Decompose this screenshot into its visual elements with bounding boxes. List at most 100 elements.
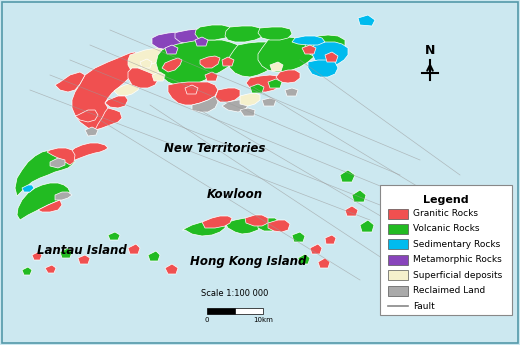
Polygon shape [292,232,305,242]
Polygon shape [128,68,158,88]
Polygon shape [262,98,276,106]
Text: Fault: Fault [413,302,435,310]
Text: N: N [425,44,435,57]
Polygon shape [240,93,260,106]
Polygon shape [152,32,198,50]
Polygon shape [298,254,310,264]
Polygon shape [78,255,90,264]
Polygon shape [200,56,220,68]
Polygon shape [225,26,265,42]
Polygon shape [47,148,75,165]
Bar [388,286,408,296]
Polygon shape [156,40,242,86]
Text: 0: 0 [205,317,209,323]
Polygon shape [192,96,218,112]
Text: Granitic Rocks: Granitic Rocks [413,209,478,218]
Polygon shape [85,127,98,136]
Polygon shape [302,45,316,54]
Polygon shape [185,85,198,94]
Polygon shape [15,150,75,196]
Text: 10km: 10km [253,317,273,323]
Polygon shape [55,192,72,200]
Polygon shape [285,88,298,96]
Polygon shape [152,72,165,81]
Polygon shape [22,185,34,192]
Text: Legend: Legend [423,195,469,205]
Polygon shape [72,52,140,130]
Polygon shape [308,60,338,77]
Polygon shape [268,79,282,88]
Polygon shape [215,88,240,102]
Polygon shape [50,158,65,168]
Polygon shape [240,108,255,116]
Text: Superficial deposits: Superficial deposits [413,271,502,280]
Polygon shape [222,100,248,112]
Polygon shape [128,244,140,254]
Polygon shape [258,218,280,231]
Polygon shape [310,244,322,254]
Bar [388,224,408,234]
Polygon shape [148,251,160,261]
Text: Sedimentary Rocks: Sedimentary Rocks [413,240,500,249]
Polygon shape [182,220,225,236]
Polygon shape [250,84,264,93]
Polygon shape [70,143,108,162]
Polygon shape [358,15,375,26]
Polygon shape [195,25,235,40]
Bar [388,239,408,249]
Polygon shape [95,108,122,130]
Polygon shape [195,37,208,46]
Polygon shape [245,215,268,226]
Polygon shape [222,57,234,66]
Polygon shape [55,72,85,92]
Text: Volcanic Rocks: Volcanic Rocks [413,224,479,234]
Bar [207,308,235,314]
Polygon shape [108,232,120,240]
Polygon shape [45,265,56,273]
Text: Scale 1:100 000: Scale 1:100 000 [201,289,269,298]
Polygon shape [205,72,218,81]
Polygon shape [17,183,70,220]
Polygon shape [162,58,182,72]
Polygon shape [168,82,218,105]
Bar [380,185,512,315]
Polygon shape [165,45,178,54]
Polygon shape [268,220,290,232]
Polygon shape [114,82,140,96]
Polygon shape [22,267,32,275]
Polygon shape [225,218,260,234]
Bar [388,255,408,265]
Polygon shape [305,35,345,58]
Polygon shape [134,62,168,80]
Text: New Territories: New Territories [164,141,266,155]
Polygon shape [228,42,288,77]
Polygon shape [128,47,178,75]
Polygon shape [105,96,128,108]
Polygon shape [38,200,62,212]
Polygon shape [246,75,282,92]
Text: Lantau Island: Lantau Island [37,244,127,256]
Text: Metamorphic Rocks: Metamorphic Rocks [413,255,502,264]
Bar [388,208,408,219]
Polygon shape [258,37,318,72]
Polygon shape [312,42,348,66]
Polygon shape [318,258,330,268]
Polygon shape [340,170,355,182]
Polygon shape [345,206,358,216]
Bar [388,270,408,280]
Polygon shape [292,36,325,45]
Polygon shape [270,62,283,71]
Text: Kowloon: Kowloon [207,188,263,201]
Polygon shape [75,110,98,122]
Polygon shape [32,252,42,260]
Polygon shape [175,29,210,44]
Text: Reclaimed Land: Reclaimed Land [413,286,485,295]
Polygon shape [258,27,292,40]
Polygon shape [325,235,336,244]
Polygon shape [352,190,366,202]
Polygon shape [325,52,338,62]
Polygon shape [140,59,152,68]
Bar [235,308,263,314]
Polygon shape [60,248,72,258]
Polygon shape [360,220,374,232]
